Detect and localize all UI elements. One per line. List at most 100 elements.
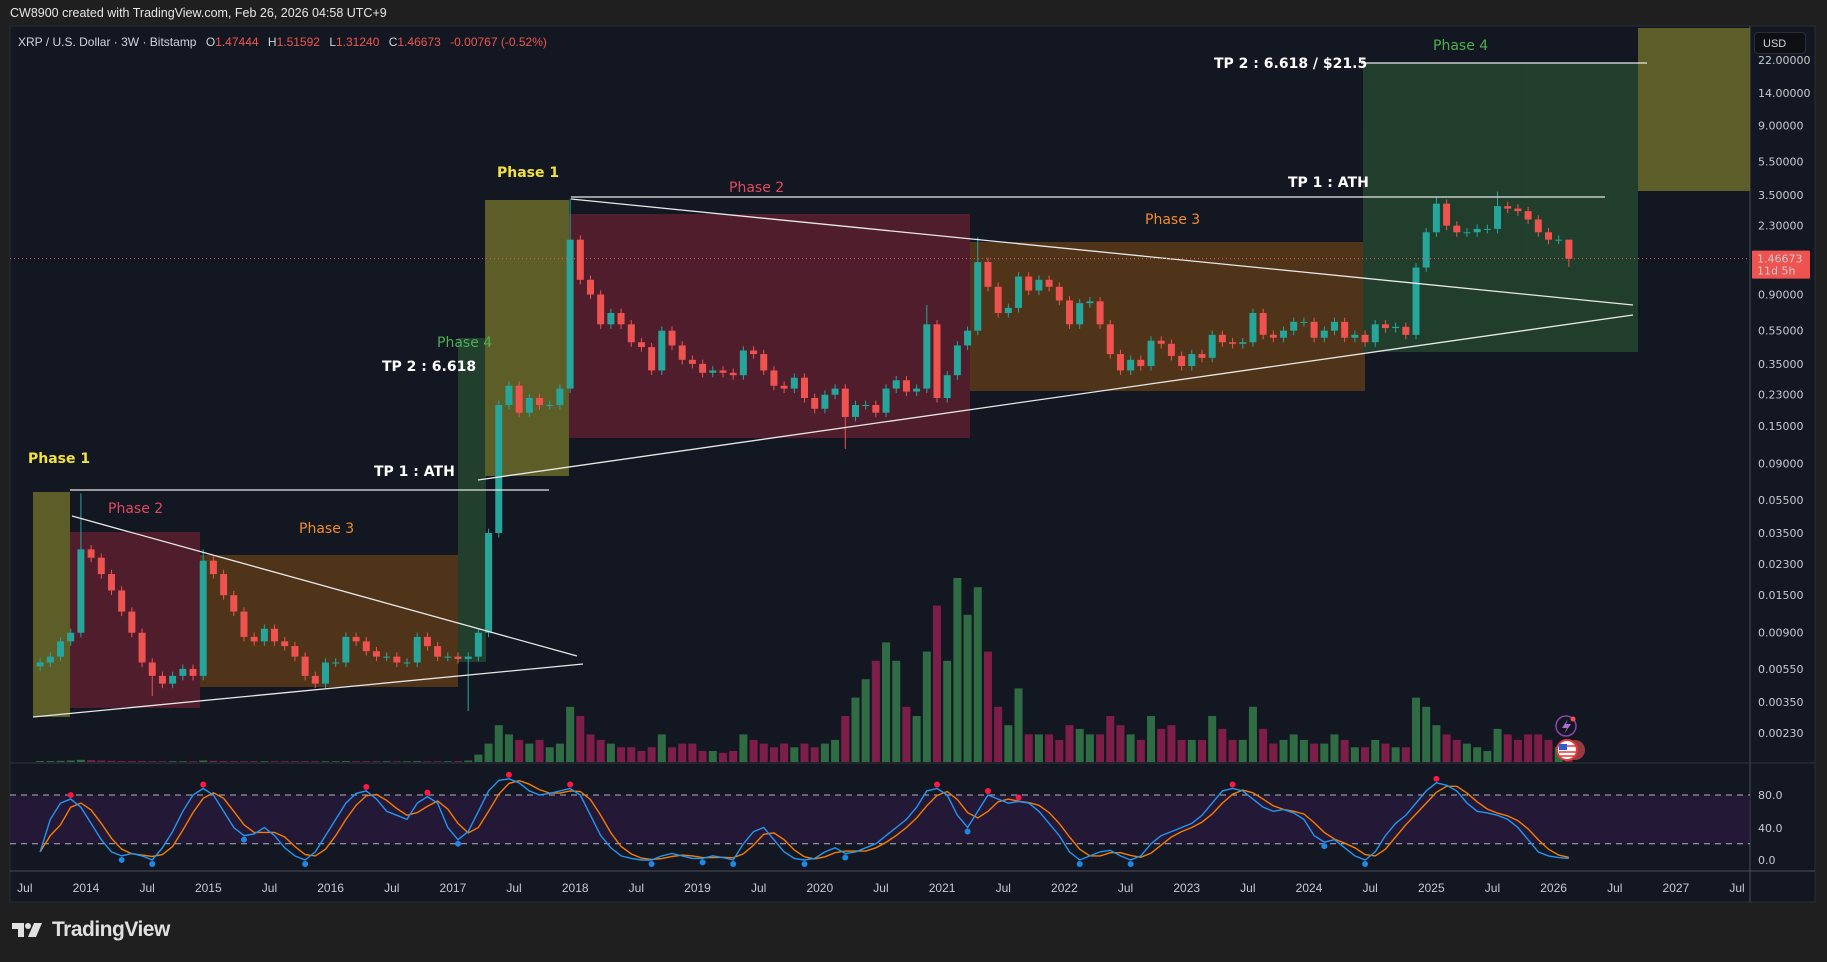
candle-body[interactable] xyxy=(739,350,747,376)
candle-body[interactable] xyxy=(158,675,166,684)
candle-body[interactable] xyxy=(1310,321,1318,338)
candle-body[interactable] xyxy=(1025,276,1033,291)
candle-body[interactable] xyxy=(1473,228,1481,233)
candle-body[interactable] xyxy=(872,404,880,413)
events-icon[interactable] xyxy=(1555,715,1577,737)
candle-body[interactable] xyxy=(1259,312,1267,335)
candle-body[interactable] xyxy=(1116,354,1124,371)
candle-body[interactable] xyxy=(1127,359,1135,371)
candle-body[interactable] xyxy=(1412,267,1420,335)
candle-body[interactable] xyxy=(974,262,982,331)
candle-body[interactable] xyxy=(1483,228,1491,230)
candle-body[interactable] xyxy=(199,560,207,676)
candle-body[interactable] xyxy=(393,656,401,663)
candle-body[interactable] xyxy=(383,656,391,658)
candle-body[interactable] xyxy=(719,370,727,373)
candle-body[interactable] xyxy=(474,632,482,657)
candle-body[interactable] xyxy=(637,342,645,348)
candle-body[interactable] xyxy=(1147,340,1155,367)
candle-body[interactable] xyxy=(46,656,54,663)
candle-body[interactable] xyxy=(1137,359,1145,367)
candle-body[interactable] xyxy=(1524,211,1532,220)
candle-body[interactable] xyxy=(1443,203,1451,226)
phase1-box-future[interactable] xyxy=(1638,28,1750,191)
candle-body[interactable] xyxy=(1280,330,1288,338)
candle-body[interactable] xyxy=(709,370,717,373)
candle-body[interactable] xyxy=(485,532,493,633)
candle-body[interactable] xyxy=(301,656,309,676)
candle-body[interactable] xyxy=(454,656,462,659)
candle-body[interactable] xyxy=(627,324,635,343)
candle-body[interactable] xyxy=(729,372,737,376)
candle-body[interactable] xyxy=(556,388,564,405)
candle-body[interactable] xyxy=(841,388,849,417)
candle-body[interactable] xyxy=(658,330,666,371)
candle-body[interactable] xyxy=(688,359,696,364)
ascending-trendline-left[interactable] xyxy=(32,663,584,718)
candle-body[interactable] xyxy=(260,628,268,642)
candle-body[interactable] xyxy=(811,397,819,409)
candle-body[interactable] xyxy=(169,675,177,684)
candle-body[interactable] xyxy=(943,375,951,398)
candle-body[interactable] xyxy=(1422,232,1430,268)
candle-body[interactable] xyxy=(1351,334,1359,338)
candle-body[interactable] xyxy=(831,388,839,395)
candle-body[interactable] xyxy=(332,662,340,664)
candle-body[interactable] xyxy=(1239,342,1247,344)
candle-body[interactable] xyxy=(851,404,859,417)
ascending-trendline-right[interactable] xyxy=(477,314,1634,481)
symbol-title[interactable]: XRP / U.S. Dollar · 3W · Bitstamp xyxy=(18,35,197,49)
candle-body[interactable] xyxy=(892,380,900,389)
candle-body[interactable] xyxy=(1249,312,1257,343)
candle-body[interactable] xyxy=(790,377,798,389)
candle-body[interactable] xyxy=(882,388,890,413)
candle-body[interactable] xyxy=(97,557,105,575)
candle-body[interactable] xyxy=(423,636,431,647)
candle-body[interactable] xyxy=(1381,324,1389,329)
candle-body[interactable] xyxy=(128,611,136,633)
candle-body[interactable] xyxy=(750,350,758,355)
candle-body[interactable] xyxy=(67,632,75,642)
candle-body[interactable] xyxy=(434,646,442,657)
candle-body[interactable] xyxy=(648,347,656,371)
candle-body[interactable] xyxy=(801,377,809,398)
candle-body[interactable] xyxy=(1218,334,1226,343)
candle-body[interactable] xyxy=(1096,301,1104,325)
candle-body[interactable] xyxy=(362,641,370,652)
phase2-box-right[interactable] xyxy=(569,214,970,438)
candle-body[interactable] xyxy=(1341,321,1349,338)
candle-body[interactable] xyxy=(770,370,778,386)
candle-body[interactable] xyxy=(933,324,941,398)
candle-body[interactable] xyxy=(107,574,115,591)
time-axis[interactable]: Jul 2014 Jul 2015 Jul 2016 Jul 2017 Jul 2018 Jul 20… xyxy=(17,881,1745,895)
candle-body[interactable] xyxy=(209,560,217,575)
candle-body[interactable] xyxy=(1269,334,1277,338)
candle-body[interactable] xyxy=(87,549,95,558)
candle-body[interactable] xyxy=(250,636,258,642)
candle-body[interactable] xyxy=(668,330,676,346)
candle-body[interactable] xyxy=(1045,279,1053,287)
candle-body[interactable] xyxy=(607,312,615,325)
candle-body[interactable] xyxy=(1330,321,1338,331)
candle-body[interactable] xyxy=(189,668,197,676)
candle-body[interactable] xyxy=(413,636,421,663)
descending-trendline-left[interactable] xyxy=(71,515,578,657)
candle-body[interactable] xyxy=(699,363,707,373)
candle-body[interactable] xyxy=(1106,324,1114,355)
candle-body[interactable] xyxy=(1534,219,1542,233)
candle-body[interactable] xyxy=(36,662,44,667)
phase1-box-left[interactable] xyxy=(33,492,70,717)
candle-body[interactable] xyxy=(240,611,248,637)
candle-body[interactable] xyxy=(1565,239,1573,259)
candle-body[interactable] xyxy=(1371,324,1379,343)
candle-body[interactable] xyxy=(1035,279,1043,291)
candle-body[interactable] xyxy=(1453,225,1461,233)
candle-body[interactable] xyxy=(342,636,350,663)
candle-body[interactable] xyxy=(1015,276,1023,308)
candle-body[interactable] xyxy=(617,312,625,325)
candle-body[interactable] xyxy=(1290,321,1298,331)
candle-body[interactable] xyxy=(1188,354,1196,367)
candle-body[interactable] xyxy=(984,262,992,287)
phase4-box-left[interactable] xyxy=(458,338,486,662)
